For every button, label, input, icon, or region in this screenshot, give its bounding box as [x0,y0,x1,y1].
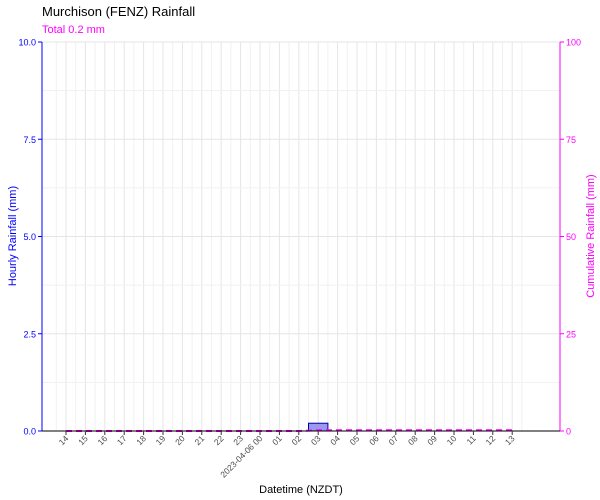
x-tick-label: 14 [57,433,71,447]
axes: 0.0 2.5 5.0 7.5 10.0 0 25 50 75 100 14 15 16 17 18 19 20… [18,38,581,480]
y-tick-label-left: 7.5 [23,135,36,145]
x-tick-label: 09 [425,433,439,447]
grid-lines [42,41,560,432]
x-tick-label: 05 [348,433,362,447]
y-tick-label-right: 0 [566,427,571,437]
x-tick-label: 17 [115,433,129,447]
x-tick-label: 12 [483,433,497,447]
y-tick-label-right: 75 [566,135,576,145]
x-tick-label: 19 [154,433,168,447]
y-axis-label-right: Cumulative Rainfall (mm) [585,174,597,297]
y-tick-label-right: 50 [566,232,576,242]
y-tick-label-left: 10.0 [18,38,36,48]
x-tick-label: 02 [289,433,303,447]
x-tick-label: 01 [270,433,284,447]
chart-title: Murchison (FENZ) Rainfall [42,4,196,19]
y-axis-label-left: Hourly Rainfall (mm) [7,186,19,286]
x-tick-label: 16 [95,433,109,447]
x-tick-label: 18 [134,433,148,447]
x-axis-label: Datetime (NZDT) [259,484,343,496]
x-tick-label: 23 [231,433,245,447]
chart-subtitle: Total 0.2 mm [42,24,105,36]
x-tick-label: 21 [192,433,206,447]
x-tick-label: 07 [386,433,400,447]
x-tick-label: 08 [406,433,420,447]
x-tick-label: 15 [76,433,90,447]
x-tick-label: 22 [212,433,226,447]
x-tick-label: 11 [465,433,479,447]
x-tick-label: 04 [328,433,342,447]
y-tick-label-right: 100 [566,38,581,48]
y-tick-label-right: 25 [566,329,576,339]
y-tick-label-left: 0.0 [23,427,36,437]
x-tick-label: 20 [173,433,187,447]
x-tick-label: 13 [503,433,517,447]
x-tick-label: 10 [445,433,459,447]
x-tick-label: 06 [367,433,381,447]
x-tick-label: 03 [309,433,323,447]
y-tick-label-left: 5.0 [23,232,36,242]
y-tick-label-left: 2.5 [23,329,36,339]
